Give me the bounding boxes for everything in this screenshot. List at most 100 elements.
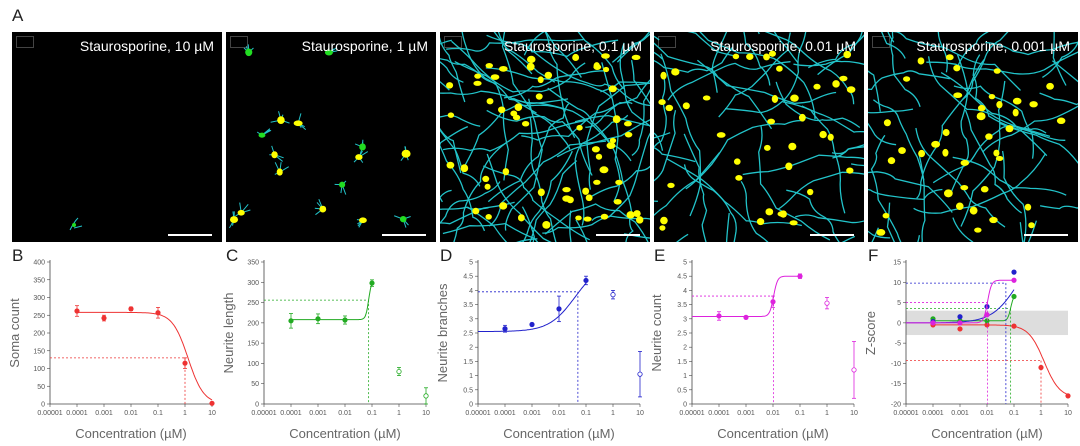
neurite-trace [1052,32,1067,86]
data-point [716,313,722,319]
soma-mark [229,216,239,224]
y-tick-label: 3 [469,316,473,323]
scale-bar [382,234,426,236]
soma-mark [989,216,998,224]
soma-mark [482,175,490,183]
soma-mark [785,162,793,171]
soma-mark [658,99,666,106]
y-tick-label: 0 [683,402,687,409]
x-axis-title: Concentration (µM) [289,426,401,441]
soma-mark [988,94,996,100]
data-point [851,367,857,373]
neurite-trace [683,133,708,242]
neurite-trace [1039,205,1078,210]
cell-overlay [229,44,411,229]
soma-mark [446,161,455,169]
soma-mark [768,50,776,57]
soma-mark [601,53,610,59]
soma-mark [324,49,333,56]
soma-mark [626,211,635,219]
soma-mark [665,104,674,112]
soma-mark [943,189,953,198]
y-tick-label: 250 [33,313,45,320]
soma-mark [591,146,600,153]
cell-overlay [69,217,83,231]
y-tick-label: 3.5 [677,302,687,309]
soma-mark [1012,97,1022,105]
soma-mark [788,142,797,151]
y-tick-label: 2 [683,345,687,352]
micrograph-0-01um: Staurosporine, 0.01 µM [654,32,864,242]
data-point [288,318,294,324]
neurite-trace [453,142,507,242]
soma-mark [447,112,455,118]
neurite-trace [1042,40,1078,78]
neurite-trace [588,165,650,199]
soma-mark [771,95,779,103]
y-tick-label: 3 [683,316,687,323]
soma-mark [497,106,506,114]
x-tick-label: 10 [1064,410,1072,417]
x-tick-label: 0.00001 [251,410,276,417]
y-tick-label: 250 [247,300,259,307]
x-tick-label: 0.01 [124,410,138,417]
neurite-trace [486,153,552,242]
soma-mark [942,128,950,137]
neurite-trace [440,58,497,85]
neurite-trace [960,80,1006,227]
data-point [1011,269,1017,275]
data-point [984,318,990,324]
neurite-trace [742,154,864,176]
neurite-trace [886,202,896,242]
neurite-trace [556,119,650,158]
neurite-trace [440,201,515,225]
neurite-trace [529,116,557,242]
soma-mark [882,212,890,219]
neurite-trace [953,85,1034,159]
neurite-trace [964,109,1022,214]
y-axis-title: Soma count [7,298,22,368]
neurite-trace [793,60,864,67]
y-tick-label: 100 [33,366,45,373]
x-tick-label: 0.001 [737,410,755,417]
neurite-trace [758,125,831,241]
soma-mark [846,86,856,93]
neurite-trace [485,67,613,99]
soma-mark [993,149,1000,157]
neurite-trace [440,181,501,225]
fit-curve [478,282,587,332]
soma-mark [472,207,480,215]
x-tick-label: 0.1 [795,410,805,417]
neurite-trace [440,61,464,83]
neurite-trace [611,32,650,63]
neurite-trace [725,213,730,242]
neurite-trace [545,32,582,78]
neurite-trace [574,114,629,226]
soma-mark [575,215,582,221]
soma-mark [526,62,535,71]
soma-mark [245,48,253,57]
fit-curve [77,311,213,401]
neurite-trace [523,32,545,56]
soma-mark [460,164,469,173]
y-tick-label: 0 [469,402,473,409]
neurite-trace [952,217,974,242]
neurite-trace [463,103,567,168]
micrograph-0-001um: Staurosporine, 0.001 µM [868,32,1078,242]
soma-mark [499,65,508,72]
soma-mark [355,154,363,161]
y-tick-label: 2 [469,345,473,352]
y-tick-label: 150 [33,348,45,355]
soma-mark [779,210,787,218]
soma-mark [612,115,621,124]
soma-mark [807,188,814,196]
data-point [637,371,643,377]
y-tick-label: 0 [41,402,45,409]
soma-mark [832,80,840,88]
soma-mark [789,220,798,226]
neurite-trace [868,188,943,201]
soma-mark [883,119,891,127]
x-axis-title: Concentration (µM) [931,426,1043,441]
neurite-trace [801,105,864,133]
micrograph-title: Staurosporine, 0.01 µM [710,38,856,54]
